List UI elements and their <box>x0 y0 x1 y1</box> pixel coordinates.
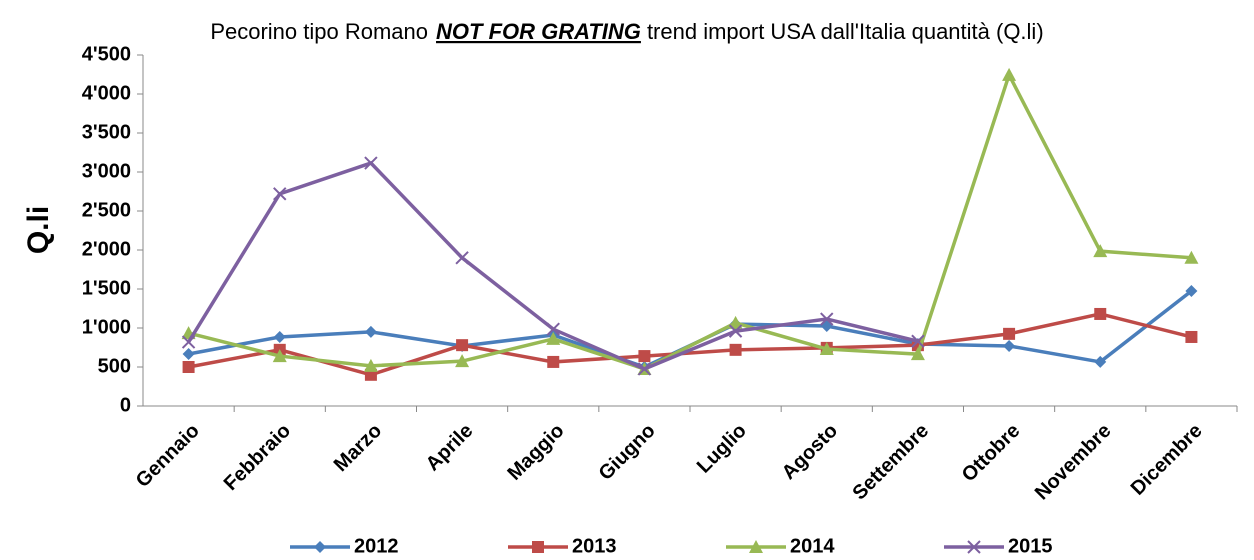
marker <box>182 347 195 360</box>
y-tick-label: 1'500 <box>82 277 131 299</box>
y-tick-label: 3'500 <box>82 121 131 143</box>
marker <box>820 312 834 326</box>
line <box>188 70 1192 371</box>
y-tick-label: 3'000 <box>82 160 131 182</box>
marker <box>455 354 470 368</box>
line <box>188 289 1193 369</box>
x-tick-label: Dicembre <box>1127 420 1207 500</box>
marker <box>728 324 743 338</box>
marker <box>967 540 981 554</box>
x-tick-label: Agosto <box>778 420 842 484</box>
marker <box>1184 250 1199 264</box>
marker <box>364 325 377 338</box>
x-tick-label: Marzo <box>330 420 386 476</box>
marker <box>1093 244 1108 258</box>
x-tick-label: Giugno <box>595 420 660 485</box>
x-tick-label: Ottobre <box>958 420 1025 487</box>
legend-label: 2014 <box>790 535 835 557</box>
marker <box>1003 339 1016 352</box>
y-tick-label: 4'500 <box>82 43 131 65</box>
marker <box>1185 284 1198 297</box>
marker <box>547 355 560 368</box>
marker <box>1094 307 1107 320</box>
y-tick-label: 0 <box>120 394 131 416</box>
series <box>181 156 925 376</box>
marker <box>729 343 742 356</box>
marker <box>272 349 287 363</box>
legend-label: 2015 <box>1008 535 1053 557</box>
marker <box>638 350 651 363</box>
marker <box>546 322 560 336</box>
y-tick-label: 500 <box>98 355 131 377</box>
legend-label: 2012 <box>354 535 399 557</box>
y-tick-label: 2'500 <box>82 199 131 221</box>
x-tick-label: Luglio <box>693 420 751 478</box>
marker <box>637 362 652 376</box>
marker <box>546 331 561 345</box>
marker <box>314 541 326 553</box>
marker <box>1002 67 1017 81</box>
marker <box>1003 327 1016 340</box>
marker <box>182 361 195 373</box>
marker <box>532 541 544 553</box>
legend-label: 2013 <box>572 535 617 557</box>
marker <box>749 540 763 553</box>
marker <box>911 334 925 348</box>
marker <box>181 335 196 349</box>
marker <box>910 347 925 361</box>
marker <box>1185 330 1198 343</box>
marker <box>364 156 378 170</box>
chart-title: Pecorino tipo Romano NOT FOR GRATING trend… <box>210 19 1043 44</box>
line <box>188 312 1192 377</box>
marker <box>819 342 834 356</box>
x-tick-label: Aprile <box>422 420 478 476</box>
y-axis-label: Q.li <box>22 206 55 254</box>
x-tick-label: Novembre <box>1031 420 1116 505</box>
x-tick-label: Settembre <box>848 420 933 505</box>
title-part: trend import USA dall'Italia quantità (Q… <box>647 19 1044 44</box>
y-tick-label: 1'000 <box>82 316 131 338</box>
x-tick-label: Maggio <box>503 420 568 485</box>
marker <box>363 358 378 372</box>
marker <box>273 187 287 201</box>
title-part: Pecorino tipo Romano <box>210 19 428 44</box>
marker <box>455 251 469 265</box>
y-tick-label: 2'000 <box>82 238 131 260</box>
series <box>182 307 1198 381</box>
series <box>182 284 1198 373</box>
marker <box>728 315 743 329</box>
y-tick-label: 4'000 <box>82 82 131 104</box>
marker <box>273 330 286 343</box>
title-emphasis: NOT FOR GRATING <box>436 19 641 44</box>
x-tick-label: Febbraio <box>220 420 295 495</box>
marker <box>456 339 469 352</box>
marker <box>1094 355 1107 368</box>
series <box>181 67 1199 375</box>
x-tick-label: Gennaio <box>132 420 204 492</box>
